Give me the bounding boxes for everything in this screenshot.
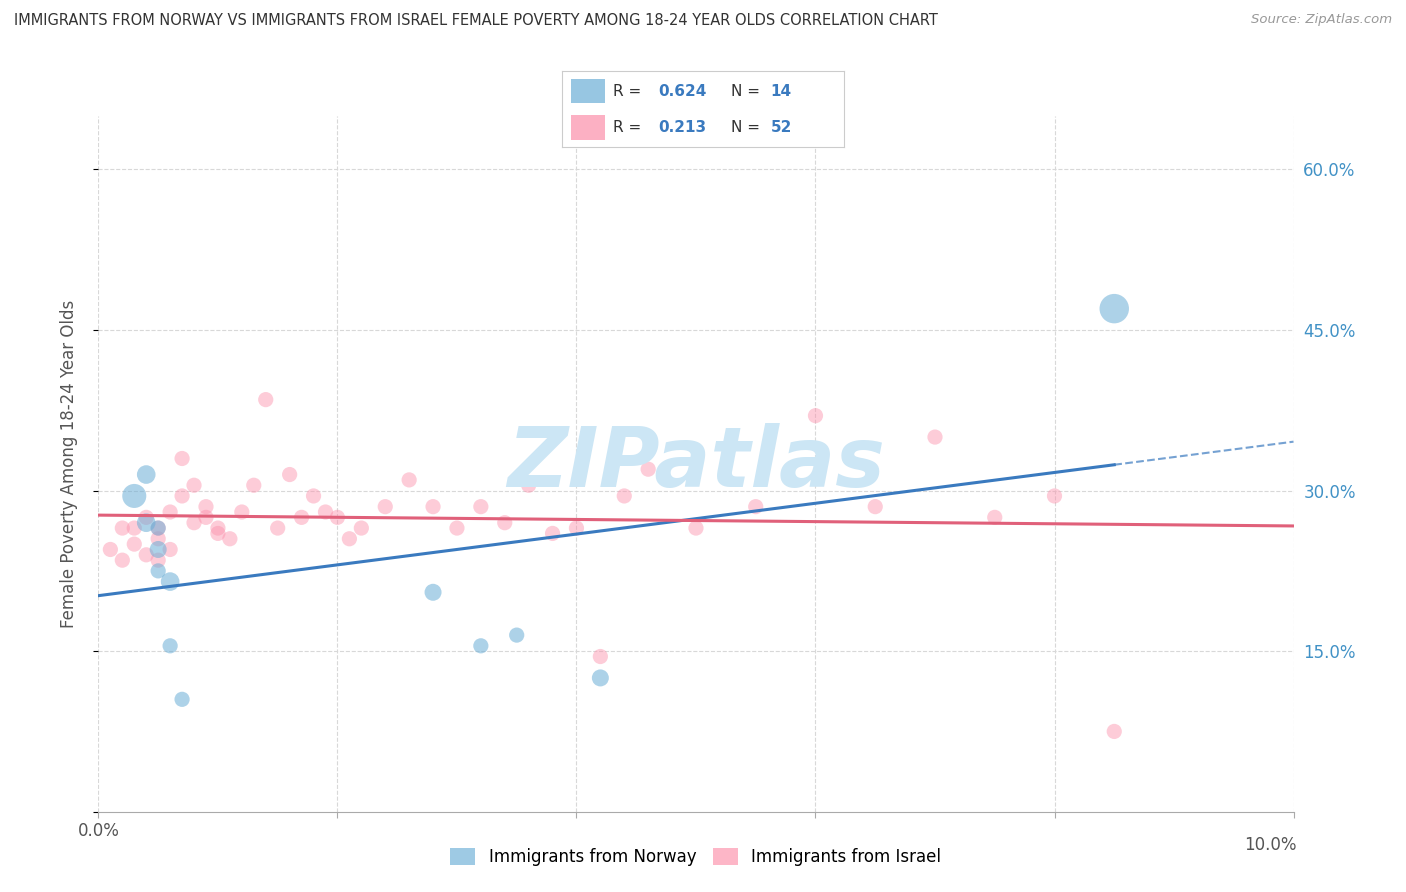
Point (183, 478, 205, 492)
Point (148, 532, 170, 546)
Point (111, 521, 134, 535)
Point (172, 489, 194, 503)
Point (124, 537, 146, 551)
Bar (571, 79, 605, 103)
Point (124, 489, 146, 503)
Point (148, 564, 170, 578)
Point (195, 510, 218, 524)
Text: 0.624: 0.624 (658, 84, 706, 99)
Point (470, 500, 492, 514)
Point (135, 467, 157, 482)
Point (422, 500, 444, 514)
Point (326, 510, 349, 524)
Point (135, 516, 157, 530)
Point (124, 521, 146, 535)
Point (984, 510, 1007, 524)
Point (302, 489, 325, 503)
Point (183, 516, 205, 530)
Point (135, 510, 157, 524)
Text: 10.0%: 10.0% (1244, 836, 1296, 854)
Y-axis label: Female Poverty Among 18-24 Year Olds: Female Poverty Among 18-24 Year Olds (59, 300, 77, 628)
Point (446, 521, 468, 535)
Text: N =: N = (731, 120, 765, 135)
Point (159, 639, 181, 653)
Text: IMMIGRANTS FROM NORWAY VS IMMIGRANTS FROM ISRAEL FEMALE POVERTY AMONG 18-24 YEAR: IMMIGRANTS FROM NORWAY VS IMMIGRANTS FRO… (14, 13, 938, 29)
Point (278, 467, 301, 482)
Text: ZIPatlas: ZIPatlas (508, 424, 884, 504)
Point (207, 526, 229, 541)
Point (745, 500, 768, 514)
Point (291, 510, 314, 524)
Point (195, 500, 218, 514)
Point (422, 585, 444, 599)
Point (350, 521, 373, 535)
Point (1104, 724, 1126, 739)
Point (685, 521, 707, 535)
Point (172, 451, 194, 466)
Point (374, 500, 396, 514)
Point (470, 639, 492, 653)
Text: 0.213: 0.213 (658, 120, 706, 135)
Point (148, 553, 170, 567)
Point (111, 553, 134, 567)
Point (637, 462, 659, 476)
Point (207, 521, 229, 535)
Text: R =: R = (613, 84, 647, 99)
Point (924, 430, 946, 444)
Point (1043, 489, 1066, 503)
Point (135, 548, 157, 562)
Point (517, 478, 540, 492)
Point (159, 574, 181, 589)
Point (565, 521, 588, 535)
Point (494, 516, 516, 530)
Point (267, 521, 290, 535)
Point (339, 532, 360, 546)
Text: 14: 14 (770, 84, 792, 99)
Text: 52: 52 (770, 120, 792, 135)
Point (506, 628, 529, 642)
Point (159, 505, 181, 519)
Point (865, 500, 887, 514)
Point (100, 542, 122, 557)
Point (398, 473, 420, 487)
Point (148, 521, 170, 535)
Point (1104, 301, 1126, 316)
Point (315, 505, 337, 519)
Point (589, 649, 612, 664)
Text: N =: N = (731, 84, 765, 99)
Point (231, 505, 253, 519)
Point (148, 542, 170, 557)
Text: Source: ZipAtlas.com: Source: ZipAtlas.com (1251, 13, 1392, 27)
Point (613, 489, 636, 503)
Point (172, 692, 194, 706)
Point (159, 542, 181, 557)
Bar (571, 115, 605, 140)
Point (804, 409, 827, 423)
Point (254, 392, 277, 407)
Point (243, 478, 266, 492)
Point (589, 671, 612, 685)
Point (148, 521, 170, 535)
Legend: Immigrants from Norway, Immigrants from Israel: Immigrants from Norway, Immigrants from … (444, 841, 948, 873)
Point (541, 526, 564, 541)
Point (219, 532, 242, 546)
Text: R =: R = (613, 120, 647, 135)
